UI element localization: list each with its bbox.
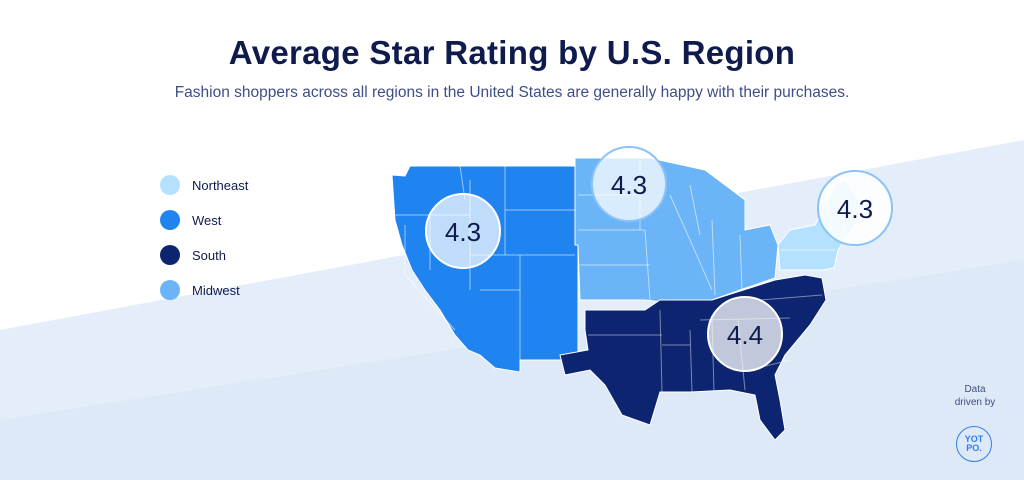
legend-label-northeast: Northeast — [192, 177, 249, 193]
legend-swatch-midwest — [160, 280, 180, 300]
page-title: Average Star Rating by U.S. Region — [228, 34, 796, 71]
rating-value-west: 4.3 — [445, 217, 481, 247]
legend-label-south: South — [192, 247, 226, 263]
rating-bubble-northeast: 4.3 — [817, 170, 893, 246]
rating-bubble-west: 4.3 — [425, 193, 501, 269]
legend-label-west: West — [192, 212, 222, 228]
logo-line-2: PO. — [966, 443, 982, 453]
credit-line-1: Data — [964, 384, 986, 395]
legend-swatch-south — [160, 245, 180, 265]
legend-swatch-west — [160, 210, 180, 230]
legend-item-west: West — [160, 209, 248, 231]
yotpo-logo: YOT PO. — [956, 426, 992, 462]
map-legend: Northeast West South Midwest — [160, 174, 248, 314]
rating-value-midwest: 4.3 — [611, 170, 647, 200]
logo-line-1: YOT — [964, 434, 984, 444]
legend-item-northeast: Northeast — [160, 174, 248, 196]
legend-item-south: South — [160, 244, 248, 266]
rating-value-south: 4.4 — [727, 320, 763, 350]
legend-swatch-northeast — [160, 175, 180, 195]
credit-line-2: driven by — [954, 397, 996, 408]
region-west — [391, 165, 579, 373]
data-credit: Data driven by — [940, 383, 1010, 409]
rating-bubble-south: 4.4 — [707, 296, 783, 372]
legend-item-midwest: Midwest — [160, 279, 248, 301]
legend-label-midwest: Midwest — [192, 282, 240, 298]
rating-value-northeast: 4.3 — [837, 194, 873, 224]
rating-bubble-midwest: 4.3 — [591, 146, 667, 222]
page-subtitle: Fashion shoppers across all regions in t… — [174, 84, 850, 101]
